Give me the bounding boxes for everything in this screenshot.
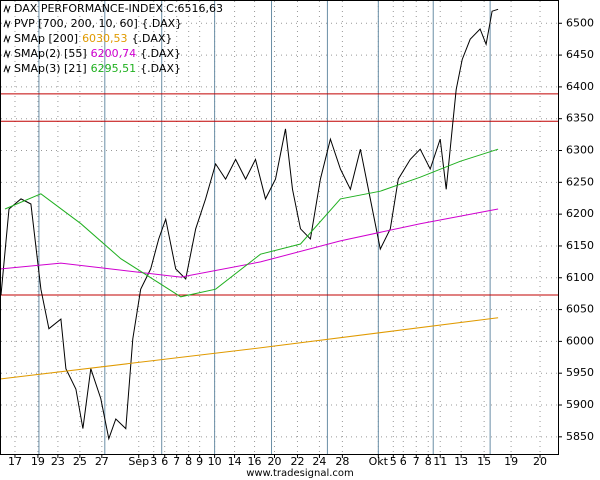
legend-suffix: {.DAX} <box>132 32 173 45</box>
x-tick-label: 16 <box>248 455 262 468</box>
x-tick-label: 11 <box>433 455 447 468</box>
legend-icon <box>3 64 11 74</box>
y-tick-label: 6200 <box>566 207 594 220</box>
legend-value: 6030,53 <box>82 32 128 45</box>
legend-name: SMAp(2) [55] <box>14 47 87 60</box>
y-tick-label: 6450 <box>566 48 594 61</box>
series-line <box>0 208 499 278</box>
legend-suffix: {.DAX} <box>140 47 181 60</box>
series-line <box>4 148 499 298</box>
legend-icon <box>3 34 11 44</box>
axes: 5850 5900 5950 6000 6050 6100 6150 6200 6250 6300… <box>8 16 594 468</box>
y-tick-label: 6350 <box>566 112 594 125</box>
x-tick-label: 10 <box>208 455 222 468</box>
legend-entry: SMAp [200] 6030,53 {.DAX} <box>14 32 172 45</box>
x-tick-label: 5 <box>390 455 397 468</box>
x-tick-label: 25 <box>73 455 87 468</box>
x-tick-label: 8 <box>185 455 192 468</box>
x-tick-label: 6 <box>161 455 168 468</box>
x-tick-label: 28 <box>335 455 349 468</box>
legend-name: SMAp [200] <box>14 32 78 45</box>
legend-entry: SMAp(2) [55] 6200,74 {.DAX} <box>14 47 181 60</box>
y-tick-label: 6300 <box>566 144 594 157</box>
legend: DAX PERFORMANCE-INDEX C:6516,63 PVP [700, … <box>3 2 223 75</box>
y-tick-label: 6150 <box>566 239 594 252</box>
x-tick-label: 20 <box>533 455 547 468</box>
legend-name: DAX PERFORMANCE-INDEX <box>14 2 163 15</box>
x-tick-label: 15 <box>477 455 491 468</box>
series-line <box>0 317 499 380</box>
legend-entry: PVP [700, 200, 10, 60] {.DAX} <box>14 17 182 30</box>
y-tick-label: 6500 <box>566 16 594 29</box>
y-tick-label: 5950 <box>566 366 594 379</box>
y-tick-label: 5850 <box>566 430 594 443</box>
plot-frame <box>0 0 559 455</box>
y-tick-label: 5900 <box>566 398 594 411</box>
series-layer <box>0 8 499 441</box>
x-tick-label: 19 <box>504 455 518 468</box>
y-tick-label: 6000 <box>566 334 594 347</box>
legend-entry: SMAp(3) [21] 6295,51 {.DAX} <box>14 62 181 75</box>
x-tick-label: 8 <box>425 455 432 468</box>
legend-name: SMAp(3) [21] <box>14 62 87 75</box>
x-tick-label: 22 <box>290 455 304 468</box>
y-tick-label: 6100 <box>566 271 594 284</box>
legend-icon <box>3 4 11 14</box>
x-tick-label: Sep <box>128 455 149 468</box>
legend-icon <box>3 49 11 59</box>
source: www.tradesignal.com <box>246 468 354 479</box>
x-tick-label: Okt <box>369 455 389 468</box>
x-tick-label: 19 <box>31 455 45 468</box>
x-tick-label: 9 <box>196 455 203 468</box>
x-tick-label: 13 <box>454 455 468 468</box>
x-tick-label: 24 <box>312 455 326 468</box>
x-tick-label: 20 <box>268 455 282 468</box>
x-tick-label: 7 <box>173 455 180 468</box>
y-tick-label: 6050 <box>566 303 594 316</box>
legend-value: 6295,51 <box>91 62 137 75</box>
x-tick-label: 7 <box>413 455 420 468</box>
x-tick-label: 6 <box>400 455 407 468</box>
grid <box>1 1 558 454</box>
x-tick-label: 14 <box>228 455 242 468</box>
legend-value: C:6516,63 <box>166 2 223 15</box>
legend-entry: DAX PERFORMANCE-INDEX C:6516,63 <box>14 2 223 15</box>
x-tick-label: 3 <box>150 455 157 468</box>
x-tick-label: 23 <box>51 455 65 468</box>
reference-lines <box>1 1 558 454</box>
legend-icon <box>3 19 11 29</box>
legend-suffix: {.DAX} <box>140 62 181 75</box>
x-tick-label: 27 <box>95 455 109 468</box>
y-tick-label: 6250 <box>566 175 594 188</box>
x-tick-label: 17 <box>8 455 22 468</box>
legend-value: 6200,74 <box>91 47 137 60</box>
series-line <box>0 8 499 441</box>
y-tick-label: 6400 <box>566 80 594 93</box>
